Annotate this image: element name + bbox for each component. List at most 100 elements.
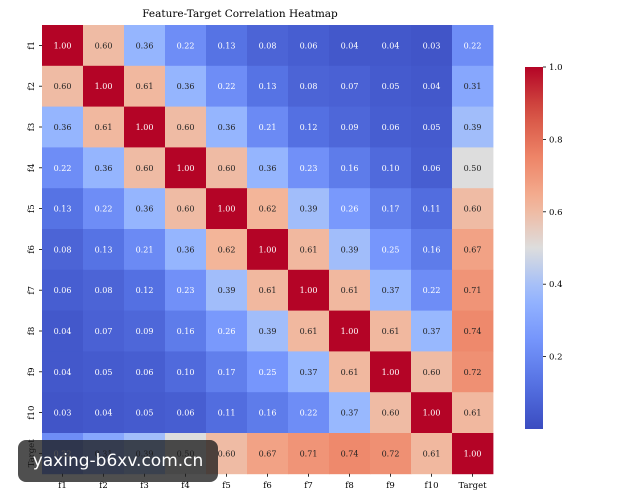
x-tick-label: f8 bbox=[345, 481, 354, 491]
colorbar-tick-label: 1.0 bbox=[549, 63, 563, 73]
heatmap-cell bbox=[411, 351, 453, 393]
cell-value-label: 0.61 bbox=[423, 449, 441, 458]
heatmap-cell bbox=[42, 106, 84, 148]
heatmap-cell bbox=[329, 65, 371, 107]
cell-value-label: 0.10 bbox=[382, 164, 400, 173]
x-tick-label: f4 bbox=[181, 481, 190, 491]
y-tick-label: f10 bbox=[27, 406, 37, 420]
cell-value-label: 0.61 bbox=[95, 123, 113, 132]
heatmap-cell bbox=[83, 229, 125, 271]
cell-value-label: 0.72 bbox=[382, 449, 400, 458]
heatmap-cell bbox=[124, 147, 166, 189]
cell-value-label: 0.16 bbox=[259, 409, 277, 418]
heatmap-cell bbox=[247, 65, 289, 107]
colorbar: 0.2 0.4 0.6 0.8 1.0 bbox=[525, 63, 563, 429]
cell-value-label: 0.05 bbox=[136, 409, 154, 418]
x-tick-label: f3 bbox=[140, 481, 149, 491]
cell-value-label: 0.17 bbox=[382, 205, 400, 214]
cell-value-label: 0.71 bbox=[464, 286, 482, 295]
cell-value-label: 1.00 bbox=[423, 409, 441, 418]
heatmap-cell bbox=[42, 65, 84, 107]
heatmap-cell bbox=[370, 65, 412, 107]
cell-value-label: 0.61 bbox=[136, 82, 154, 91]
heatmap-cell bbox=[247, 433, 289, 475]
heatmap-cell bbox=[452, 392, 494, 434]
cell-value-label: 0.61 bbox=[300, 327, 318, 336]
heatmap-cell bbox=[206, 269, 248, 311]
cell-value-label: 0.11 bbox=[423, 205, 441, 214]
heatmap-cell bbox=[165, 147, 207, 189]
cell-value-label: 0.22 bbox=[95, 205, 113, 214]
heatmap-cell bbox=[124, 188, 166, 230]
cell-value-label: 0.22 bbox=[423, 286, 441, 295]
heatmap-cell bbox=[329, 269, 371, 311]
heatmap-cell bbox=[83, 65, 125, 107]
cell-value-label: 0.60 bbox=[218, 164, 236, 173]
x-tick-label: f1 bbox=[58, 481, 67, 491]
cell-value-label: 0.61 bbox=[259, 286, 277, 295]
cell-value-label: 0.61 bbox=[464, 409, 482, 418]
cell-value-label: 0.25 bbox=[259, 368, 277, 377]
cell-value-label: 1.00 bbox=[136, 123, 154, 132]
y-tick-label: f1 bbox=[27, 41, 37, 50]
cell-value-label: 0.13 bbox=[218, 41, 236, 50]
cell-value-label: 0.22 bbox=[54, 164, 72, 173]
heatmap-cell bbox=[370, 229, 412, 271]
cell-value-label: 0.60 bbox=[218, 449, 236, 458]
heatmap-cell bbox=[206, 25, 248, 67]
cell-value-label: 0.36 bbox=[177, 82, 195, 91]
cell-value-label: 0.31 bbox=[464, 82, 482, 91]
heatmap-cell bbox=[288, 229, 330, 271]
heatmap-cell bbox=[288, 433, 330, 475]
cell-value-label: 0.10 bbox=[177, 368, 195, 377]
cell-value-label: 0.08 bbox=[259, 41, 277, 50]
cell-value-label: 0.07 bbox=[95, 327, 113, 336]
heatmap-cell bbox=[452, 310, 494, 352]
cell-value-label: 0.06 bbox=[423, 164, 441, 173]
heatmap-cell bbox=[329, 147, 371, 189]
heatmap-cell bbox=[83, 392, 125, 434]
cell-value-label: 0.74 bbox=[341, 449, 359, 458]
cell-value-label: 0.23 bbox=[177, 286, 195, 295]
cell-value-label: 1.00 bbox=[218, 205, 236, 214]
x-tick-label: f10 bbox=[425, 481, 439, 491]
cell-value-label: 0.25 bbox=[382, 245, 400, 254]
cell-value-label: 0.37 bbox=[300, 368, 318, 377]
heatmap-cell bbox=[329, 106, 371, 148]
heatmap-cell bbox=[411, 229, 453, 271]
cell-value-label: 0.09 bbox=[136, 327, 154, 336]
heatmap-cell bbox=[247, 392, 289, 434]
heatmap-cell bbox=[247, 188, 289, 230]
heatmap-cell bbox=[206, 188, 248, 230]
cell-value-label: 0.60 bbox=[95, 41, 113, 50]
heatmap-cell bbox=[165, 269, 207, 311]
heatmap-cell bbox=[83, 25, 125, 67]
cell-value-label: 0.05 bbox=[382, 82, 400, 91]
cell-value-label: 0.06 bbox=[136, 368, 154, 377]
heatmap-cell bbox=[124, 229, 166, 271]
heatmap-cell bbox=[83, 310, 125, 352]
cell-value-label: 0.16 bbox=[177, 327, 195, 336]
cell-value-label: 0.60 bbox=[423, 368, 441, 377]
cell-value-label: 1.00 bbox=[382, 368, 400, 377]
cell-value-label: 0.36 bbox=[95, 164, 113, 173]
cell-value-label: 0.67 bbox=[259, 449, 277, 458]
heatmap-cell bbox=[206, 229, 248, 271]
heatmap-cell bbox=[42, 188, 84, 230]
cell-value-label: 0.16 bbox=[423, 245, 441, 254]
heatmap-cells: 1.00 0.60 0.36 0.22 0.13 0.08 0.06 0.04 0.04 0.03… bbox=[42, 25, 494, 475]
heatmap-cell bbox=[83, 188, 125, 230]
cell-value-label: 0.60 bbox=[136, 164, 154, 173]
heatmap-cell bbox=[206, 65, 248, 107]
heatmap-cell bbox=[411, 188, 453, 230]
heatmap-cell bbox=[411, 269, 453, 311]
cell-value-label: 0.04 bbox=[341, 41, 359, 50]
heatmap-cell bbox=[452, 351, 494, 393]
heatmap-cell bbox=[411, 147, 453, 189]
cell-value-label: 0.50 bbox=[464, 164, 482, 173]
cell-value-label: 0.06 bbox=[300, 41, 318, 50]
cell-value-label: 1.00 bbox=[259, 245, 277, 254]
cell-value-label: 1.00 bbox=[54, 41, 72, 50]
